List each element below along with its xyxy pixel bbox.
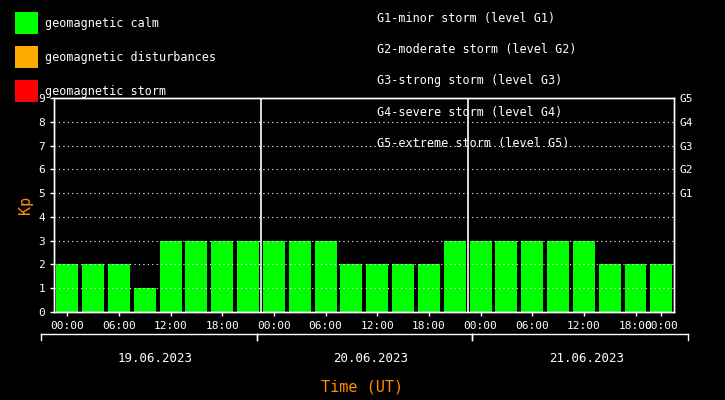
Bar [392,264,414,312]
Text: geomagnetic calm: geomagnetic calm [45,16,159,30]
Bar [160,241,181,312]
Bar [57,264,78,312]
Bar [211,241,233,312]
Bar [418,264,440,312]
Text: 21.06.2023: 21.06.2023 [549,352,624,365]
Text: geomagnetic disturbances: geomagnetic disturbances [45,50,216,64]
Bar [521,241,543,312]
Bar [366,264,388,312]
Bar [624,264,647,312]
Bar [573,241,594,312]
Text: G2-moderate storm (level G2): G2-moderate storm (level G2) [377,43,576,56]
Bar [341,264,362,312]
Bar [650,264,672,312]
Bar [82,264,104,312]
Bar [263,241,285,312]
Bar [470,241,492,312]
Text: 20.06.2023: 20.06.2023 [334,352,409,365]
Bar [547,241,569,312]
Text: G4-severe storm (level G4): G4-severe storm (level G4) [377,106,563,119]
Text: 19.06.2023: 19.06.2023 [118,352,193,365]
Bar [599,264,621,312]
Bar [495,241,518,312]
Text: G3-strong storm (level G3): G3-strong storm (level G3) [377,74,563,88]
Bar [108,264,130,312]
Bar [289,241,311,312]
Text: Time (UT): Time (UT) [321,379,404,394]
Bar [444,241,465,312]
Text: geomagnetic storm: geomagnetic storm [45,84,166,98]
Text: G5-extreme storm (level G5): G5-extreme storm (level G5) [377,137,569,150]
Bar [315,241,336,312]
Text: G1-minor storm (level G1): G1-minor storm (level G1) [377,12,555,25]
Y-axis label: Kp: Kp [18,196,33,214]
Bar [237,241,259,312]
Bar [134,288,156,312]
Bar [186,241,207,312]
